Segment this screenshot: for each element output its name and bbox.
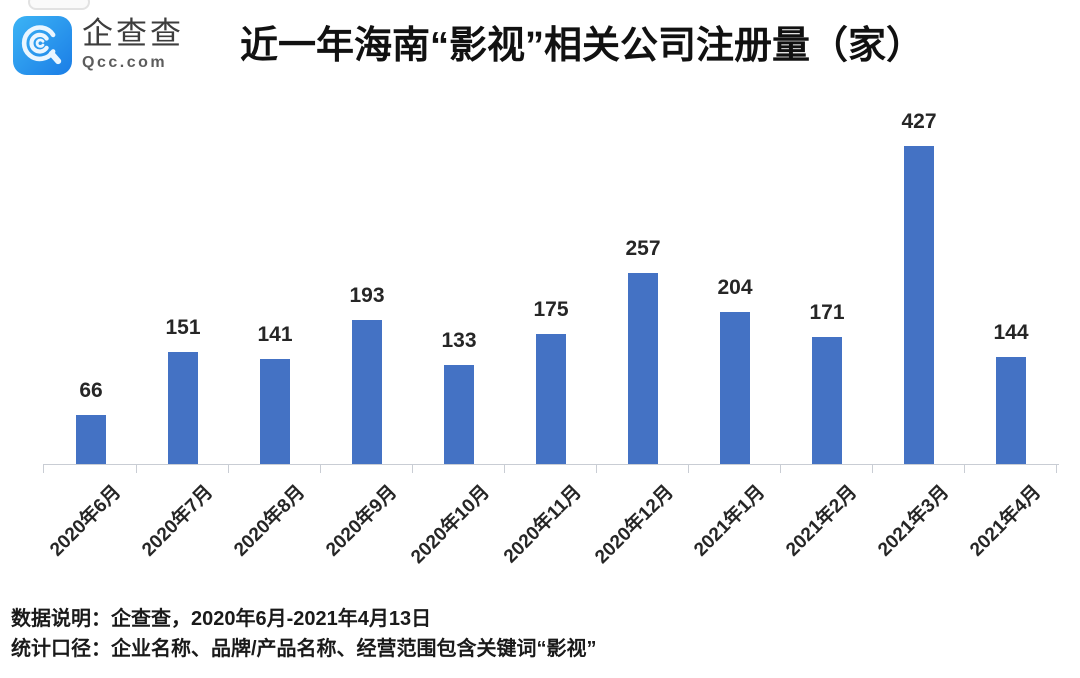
x-tick-label: 2020年8月 <box>230 481 310 561</box>
qcc-logo <box>13 16 72 75</box>
bar-cell: 144 <box>965 146 1057 464</box>
value-label: 171 <box>809 301 845 324</box>
brand-text: 企查查 Qcc.com <box>82 17 184 73</box>
bar-cell: 257 <box>597 146 689 464</box>
value-label: 175 <box>533 298 569 321</box>
bar-2021年1月 <box>720 312 750 464</box>
bar-cell: 204 <box>689 146 781 464</box>
x-tick-label: 2020年10月 <box>406 481 494 569</box>
value-label: 133 <box>441 329 477 352</box>
value-label: 141 <box>257 323 293 346</box>
bar-cell: 175 <box>505 146 597 464</box>
value-label: 204 <box>717 276 753 299</box>
bar-2020年12月 <box>628 273 658 464</box>
x-axis-tick <box>136 465 137 473</box>
brand-name: 企查查 <box>82 16 184 51</box>
footer-notes: 数据说明：企查查，2020年6月-2021年4月13日 统计口径：企业名称、品牌… <box>11 604 597 664</box>
bar-cell: 193 <box>321 146 413 464</box>
plot-area: 66 151 141 193 133 175 257 204 171 427 144 <box>45 110 1057 464</box>
bar-chart: 66 151 141 193 133 175 257 204 171 427 144 2020年6月… <box>43 110 1059 646</box>
x-tick-label: 2020年9月 <box>322 481 402 561</box>
x-axis-tick <box>688 465 689 473</box>
value-label: 66 <box>79 379 103 402</box>
x-tick-label: 2020年11月 <box>499 481 586 568</box>
value-label: 144 <box>993 321 1029 344</box>
x-axis-tick <box>596 465 597 473</box>
footer-data-source: 数据说明：企查查，2020年6月-2021年4月13日 <box>11 608 432 630</box>
x-tick-label: 2021年2月 <box>782 481 862 561</box>
bar-2021年2月 <box>812 337 842 464</box>
bar-2020年9月 <box>352 320 382 464</box>
x-tick-label: 2020年7月 <box>138 481 218 561</box>
value-label: 151 <box>165 316 201 339</box>
bar-2020年7月 <box>168 352 198 464</box>
value-label: 193 <box>349 284 385 307</box>
brand-domain: Qcc.com <box>82 54 168 71</box>
bar-cell: 151 <box>137 146 229 464</box>
bar-2020年6月 <box>76 415 106 464</box>
x-axis-line <box>43 464 1059 465</box>
x-axis-tick <box>43 465 44 473</box>
x-axis-tick <box>412 465 413 473</box>
x-tick-label: 2021年4月 <box>966 481 1046 561</box>
x-tick-label: 2020年12月 <box>590 481 678 569</box>
bar-cell: 171 <box>781 146 873 464</box>
x-axis-tick <box>504 465 505 473</box>
x-tick-label: 2020年6月 <box>46 481 126 561</box>
bar-2021年4月 <box>996 357 1026 464</box>
x-tick-label: 2021年1月 <box>690 481 770 561</box>
bar-2021年3月 <box>904 146 934 464</box>
bar-2020年11月 <box>536 334 566 464</box>
value-label: 257 <box>625 237 661 260</box>
qcc-logo-icon <box>13 16 72 75</box>
x-axis-tick <box>780 465 781 473</box>
bar-2020年10月 <box>444 365 474 464</box>
footer-statistic-scope: 统计口径：企业名称、品牌/产品名称、经营范围包含关键词“影视” <box>11 638 597 660</box>
x-axis-tick <box>872 465 873 473</box>
value-label: 427 <box>901 110 937 133</box>
x-axis-tick <box>320 465 321 473</box>
x-axis-tick <box>228 465 229 473</box>
bar-cell: 66 <box>45 146 137 464</box>
bar-cell: 133 <box>413 146 505 464</box>
bar-cell: 427 <box>873 110 965 464</box>
x-axis-tick <box>964 465 965 473</box>
x-axis-tick <box>1056 465 1057 473</box>
bar-2020年8月 <box>260 359 290 464</box>
x-tick-label: 2021年3月 <box>874 481 954 561</box>
bar-cell: 141 <box>229 146 321 464</box>
chart-title: 近一年海南“影视”相关公司注册量（家） <box>240 25 925 67</box>
top-edge-artifact <box>28 0 90 10</box>
